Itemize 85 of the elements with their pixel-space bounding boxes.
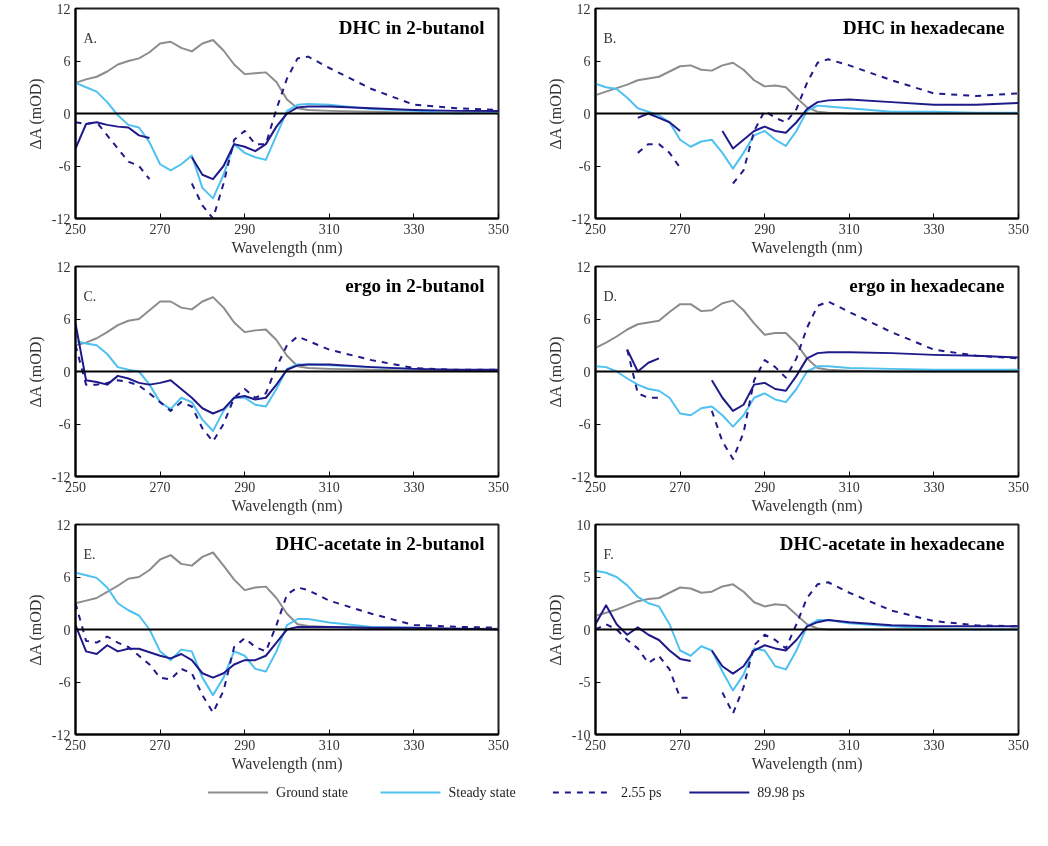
y-tick-label: 12 (576, 1, 591, 17)
line-series (595, 82, 1019, 170)
y-tick-label: 6 (583, 54, 591, 69)
x-tick-label: 330 (403, 737, 425, 753)
y-tick-label: 6 (63, 312, 71, 327)
x-tick-label: 310 (318, 737, 340, 753)
x-axis-title: Wavelength (nm) (751, 754, 863, 773)
annotation: B. (603, 30, 617, 46)
y-tick-label: 10 (576, 517, 591, 533)
legend-label: 89.98 ps (757, 785, 805, 800)
annotation: C. (83, 288, 97, 304)
y-tick-label: 6 (63, 570, 71, 585)
x-tick-label: 270 (669, 221, 691, 237)
x-tick-label: 330 (403, 221, 425, 237)
x-tick-label: 310 (838, 221, 860, 237)
x-tick-label: 350 (1008, 737, 1029, 753)
x-tick-label: 330 (923, 221, 945, 237)
x-axis-title: Wavelength (nm) (751, 238, 863, 257)
chart-title: DHC in 2-butanol (338, 16, 485, 38)
y-tick-label: 12 (576, 259, 591, 275)
x-tick-label: 350 (1008, 479, 1029, 495)
y-tick-label: 6 (63, 54, 71, 69)
x-axis-title: Wavelength (nm) (751, 496, 863, 515)
y-tick-label: 6 (583, 312, 591, 327)
y-axis-title: ΔA (mOD) (26, 594, 45, 666)
annotation: D. (603, 288, 618, 304)
y-tick-label: 5 (583, 570, 591, 585)
chart-title: DHC-acetate in 2-butanol (275, 532, 485, 554)
x-tick-label: 270 (669, 479, 691, 495)
y-tick-label: 12 (56, 1, 71, 17)
annotation: E. (83, 546, 96, 562)
y-axis-title: ΔA (mOD) (546, 78, 565, 150)
y-tick-label: 0 (583, 364, 591, 380)
x-axis-title: Wavelength (nm) (231, 496, 343, 515)
x-tick-label: 290 (754, 221, 776, 237)
chart-title: ergo in hexadecane (849, 274, 1005, 296)
x-tick-label: 270 (149, 221, 171, 237)
x-axis-title: Wavelength (nm) (231, 238, 343, 257)
y-tick-label: -5 (578, 675, 591, 690)
x-tick-label: 310 (318, 221, 340, 237)
x-tick-label: 290 (234, 737, 256, 753)
y-tick-label: -6 (58, 675, 71, 690)
legend-label: Ground state (276, 785, 349, 800)
y-tick-label: -6 (578, 159, 591, 174)
x-axis-title: Wavelength (nm) (231, 754, 343, 773)
y-axis-title: ΔA (mOD) (26, 78, 45, 150)
x-tick-label: 350 (488, 221, 509, 237)
x-tick-label: 310 (318, 479, 340, 495)
y-axis-title: ΔA (mOD) (546, 594, 565, 666)
x-tick-label: 290 (234, 479, 256, 495)
y-tick-label: -6 (58, 417, 71, 432)
annotation: A. (83, 30, 98, 46)
chart-title: DHC in hexadecane (843, 16, 1005, 38)
x-tick-label: 270 (149, 737, 171, 753)
x-tick-label: 330 (923, 479, 945, 495)
y-tick-label: 0 (63, 364, 71, 380)
x-tick-label: 290 (754, 479, 776, 495)
x-tick-label: 350 (488, 737, 509, 753)
x-tick-label: 350 (1008, 221, 1029, 237)
y-tick-label: -6 (578, 417, 591, 432)
y-tick-label: 0 (583, 622, 591, 638)
x-tick-label: 290 (234, 221, 256, 237)
legend-label: Steady state (448, 785, 516, 800)
line-series (75, 81, 499, 200)
y-axis-title: ΔA (mOD) (26, 336, 45, 408)
line-series (595, 365, 1019, 428)
y-tick-label: 12 (56, 517, 71, 533)
y-tick-label: 0 (583, 106, 591, 122)
y-axis-title: ΔA (mOD) (546, 336, 565, 408)
annotation: F. (603, 546, 614, 562)
x-tick-label: 310 (838, 737, 860, 753)
chart-title: DHC-acetate in hexadecane (779, 532, 1005, 554)
legend-label: 2.55 ps (620, 785, 662, 800)
x-tick-label: 330 (403, 479, 425, 495)
y-tick-label: 0 (63, 106, 71, 122)
x-tick-label: 290 (754, 737, 776, 753)
y-tick-label: -6 (58, 159, 71, 174)
y-tick-label: 12 (56, 259, 71, 275)
x-tick-label: 270 (149, 479, 171, 495)
y-tick-label: 0 (63, 622, 71, 638)
chart-title: ergo in 2-butanol (345, 274, 485, 296)
x-tick-label: 350 (488, 479, 509, 495)
x-tick-label: 330 (923, 737, 945, 753)
x-tick-label: 270 (669, 737, 691, 753)
x-tick-label: 310 (838, 479, 860, 495)
